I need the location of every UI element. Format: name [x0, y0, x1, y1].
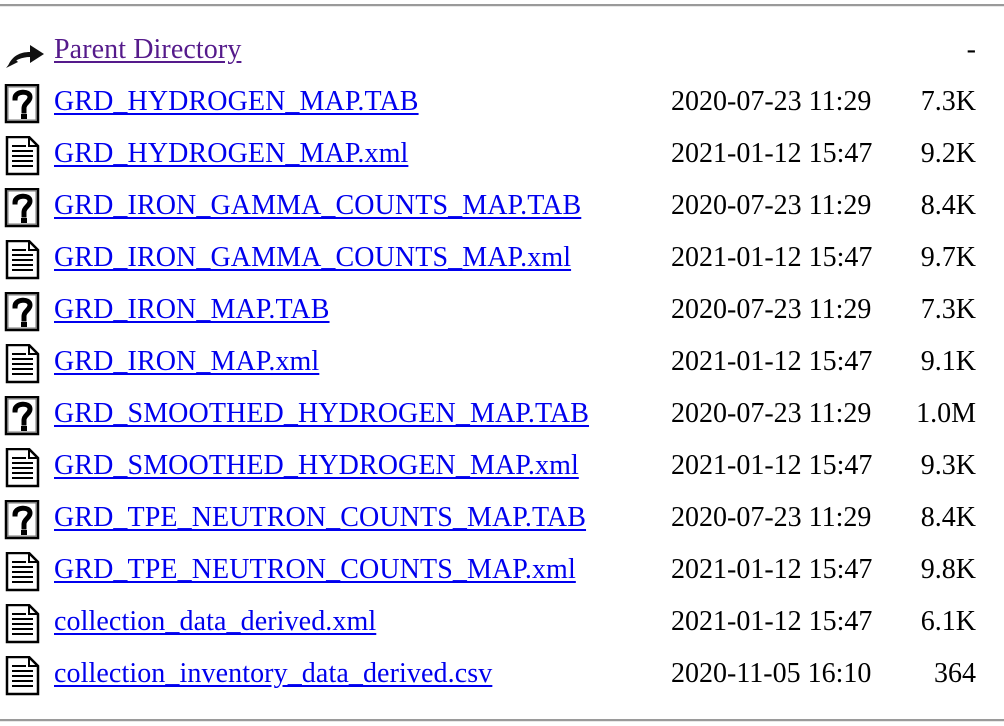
- file-link[interactable]: GRD_TPE_NEUTRON_COUNTS_MAP.xml: [54, 554, 576, 585]
- file-link[interactable]: GRD_SMOOTHED_HYDROGEN_MAP.TAB: [54, 398, 590, 429]
- file-row: collection_inventory_data_derived.csv 20…: [0, 652, 1004, 704]
- file-row: GRD_TPE_NEUTRON_COUNTS_MAP.xml 2021-01-1…: [0, 548, 1004, 600]
- file-link[interactable]: GRD_HYDROGEN_MAP.xml: [54, 138, 409, 169]
- text-file-icon[interactable]: [4, 656, 44, 696]
- file-size: 9.2K: [920, 138, 976, 169]
- unknown-file-icon[interactable]: [4, 396, 44, 436]
- file-size: 1.0M: [916, 398, 976, 429]
- unknown-file-icon[interactable]: [4, 500, 44, 540]
- file-row: GRD_IRON_MAP.TAB 2020-07-23 11:29 7.3K: [0, 288, 1004, 340]
- text-file-icon[interactable]: [4, 240, 44, 280]
- file-row: GRD_IRON_GAMMA_COUNTS_MAP.TAB 2020-07-23…: [0, 184, 1004, 236]
- last-modified: 2021-01-12 15:47: [671, 242, 873, 273]
- file-size: 8.4K: [920, 190, 976, 221]
- back-arrow-icon[interactable]: [4, 32, 44, 72]
- file-row: GRD_IRON_GAMMA_COUNTS_MAP.xml 2021-01-12…: [0, 236, 1004, 288]
- last-modified: 2021-01-12 15:47: [671, 138, 873, 169]
- parent-size: -: [966, 34, 976, 65]
- file-link[interactable]: GRD_IRON_GAMMA_COUNTS_MAP.TAB: [54, 190, 582, 221]
- text-file-icon[interactable]: [4, 448, 44, 488]
- top-divider: [0, 4, 1004, 7]
- file-size: 364: [934, 658, 976, 689]
- file-link[interactable]: GRD_SMOOTHED_HYDROGEN_MAP.xml: [54, 450, 579, 481]
- last-modified: 2020-07-23 11:29: [671, 190, 872, 221]
- last-modified: 2020-07-23 11:29: [671, 502, 872, 533]
- file-size: 6.1K: [920, 606, 976, 637]
- parent-directory-row: Parent Directory -: [0, 28, 1004, 80]
- file-size: 9.8K: [920, 554, 976, 585]
- file-link[interactable]: GRD_TPE_NEUTRON_COUNTS_MAP.TAB: [54, 502, 587, 533]
- unknown-file-icon[interactable]: [4, 188, 44, 228]
- text-file-icon[interactable]: [4, 552, 44, 592]
- file-link[interactable]: GRD_HYDROGEN_MAP.TAB: [54, 86, 419, 117]
- file-row: GRD_SMOOTHED_HYDROGEN_MAP.xml 2021-01-12…: [0, 444, 1004, 496]
- file-link[interactable]: GRD_IRON_GAMMA_COUNTS_MAP.xml: [54, 242, 572, 273]
- file-row: GRD_SMOOTHED_HYDROGEN_MAP.TAB 2020-07-23…: [0, 392, 1004, 444]
- file-row: GRD_HYDROGEN_MAP.xml 2021-01-12 15:47 9.…: [0, 132, 1004, 184]
- file-link[interactable]: collection_data_derived.xml: [54, 606, 377, 637]
- file-link[interactable]: collection_inventory_data_derived.csv: [54, 658, 493, 689]
- file-row: GRD_IRON_MAP.xml 2021-01-12 15:47 9.1K: [0, 340, 1004, 392]
- last-modified: 2020-07-23 11:29: [671, 398, 872, 429]
- last-modified: 2020-07-23 11:29: [671, 294, 872, 325]
- last-modified: 2021-01-12 15:47: [671, 554, 873, 585]
- text-file-icon[interactable]: [4, 344, 44, 384]
- file-link[interactable]: GRD_IRON_MAP.xml: [54, 346, 320, 377]
- last-modified: 2020-11-05 16:10: [671, 658, 872, 689]
- last-modified: 2020-07-23 11:29: [671, 86, 872, 117]
- text-file-icon[interactable]: [4, 136, 44, 176]
- file-row: GRD_HYDROGEN_MAP.TAB 2020-07-23 11:29 7.…: [0, 80, 1004, 132]
- file-row: collection_data_derived.xml 2021-01-12 1…: [0, 600, 1004, 652]
- unknown-file-icon[interactable]: [4, 84, 44, 124]
- bottom-divider: [0, 719, 1004, 722]
- file-size: 9.1K: [920, 346, 976, 377]
- last-modified: 2021-01-12 15:47: [671, 346, 873, 377]
- file-size: 7.3K: [920, 86, 976, 117]
- unknown-file-icon[interactable]: [4, 292, 44, 332]
- file-size: 8.4K: [920, 502, 976, 533]
- file-size: 9.7K: [920, 242, 976, 273]
- file-row: GRD_TPE_NEUTRON_COUNTS_MAP.TAB 2020-07-2…: [0, 496, 1004, 548]
- file-size: 9.3K: [920, 450, 976, 481]
- file-link[interactable]: GRD_IRON_MAP.TAB: [54, 294, 330, 325]
- text-file-icon[interactable]: [4, 604, 44, 644]
- last-modified: 2021-01-12 15:47: [671, 606, 873, 637]
- file-size: 7.3K: [920, 294, 976, 325]
- last-modified: 2021-01-12 15:47: [671, 450, 873, 481]
- parent-directory-link[interactable]: Parent Directory: [54, 34, 242, 65]
